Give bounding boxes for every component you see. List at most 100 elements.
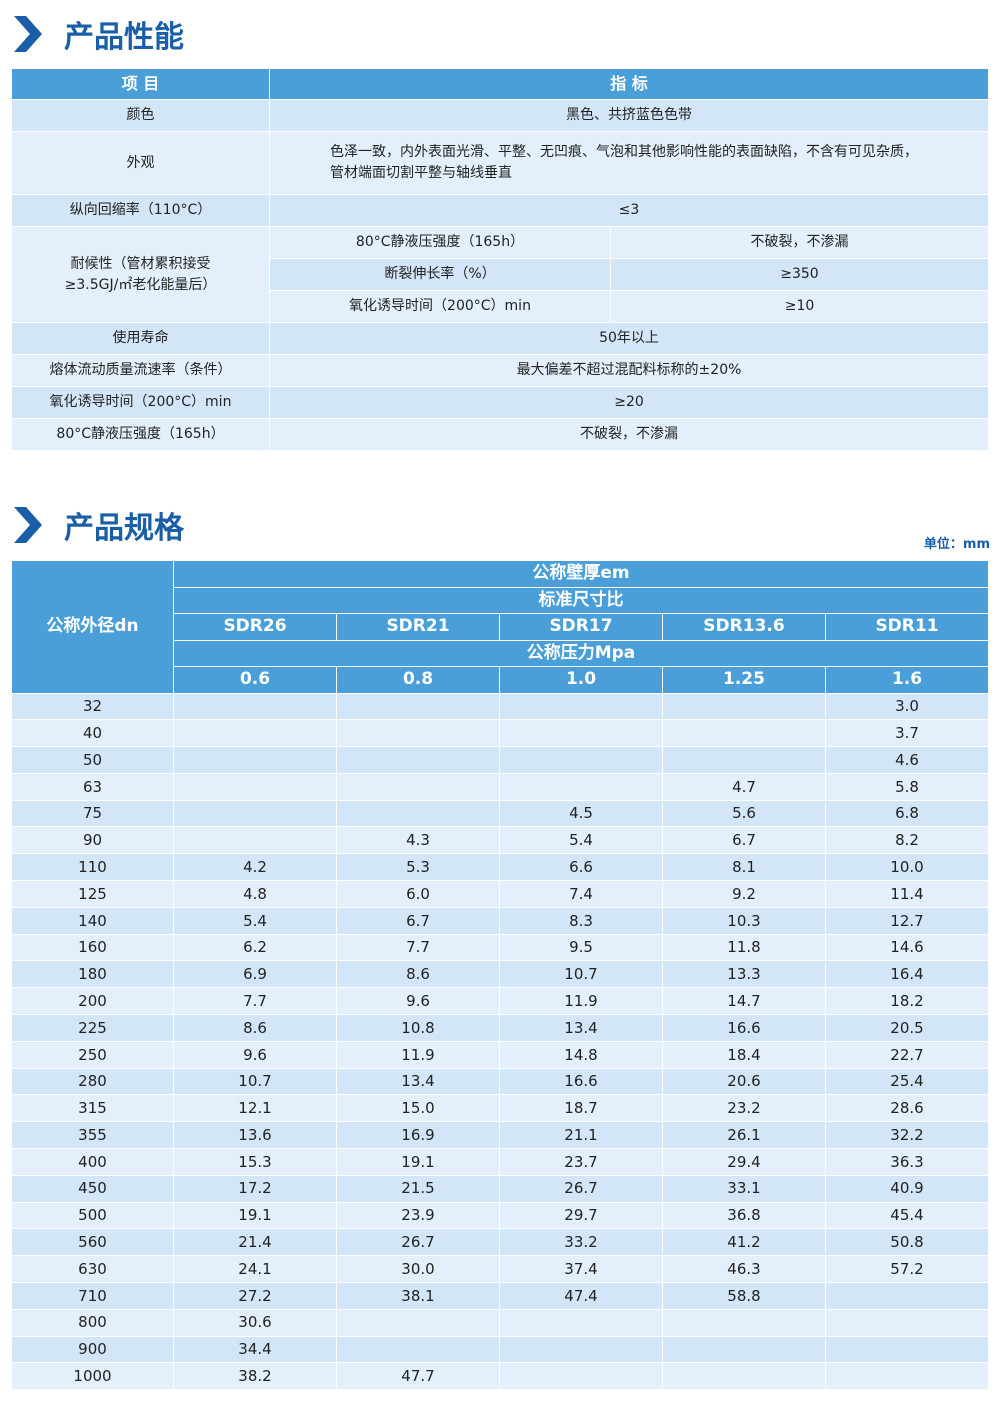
wall-cell [336,719,500,748]
table-row: 250 9.6 11.9 14.8 18.4 22.7 [11,1040,989,1069]
dn-cell: 630 [11,1255,174,1284]
wall-cell: 20.6 [662,1067,826,1096]
wall-cell: 10.0 [825,853,989,882]
wall-cell: 7.4 [499,880,663,908]
wall-cell [336,1335,500,1364]
value-cell: ≥10 [610,290,989,323]
sub-item-cell: 80°C静液压强度（165h） [269,226,611,259]
wall-cell: 5.6 [662,799,826,828]
wall-cell: 21.4 [173,1228,337,1257]
wall-cell: 24.1 [173,1255,337,1284]
wall-cell: 5.3 [336,853,500,882]
wall-cell: 21.1 [499,1121,663,1150]
table-row: 50 4.6 [11,746,989,774]
pressure-header-cell: 0.6 [173,666,337,694]
wall-cell: 20.5 [825,1014,989,1042]
sub-item-cell: 氧化诱导时间（200°C）min [269,290,611,323]
wall-cell: 13.6 [173,1121,337,1150]
dn-cell: 90 [11,826,174,855]
wall-cell: 13.3 [662,960,826,989]
dn-cell: 1000 [11,1362,174,1391]
wall-cell: 7.7 [336,933,500,962]
item-cell: 外观 [11,131,270,195]
wall-cell: 27.2 [173,1282,337,1310]
wall-cell: 33.2 [499,1228,663,1257]
wall-cell: 11.8 [662,933,826,962]
header-item: 项 目 [11,68,270,100]
table-row: 颜色 黑色、共挤蓝色色带 [11,99,989,132]
wall-cell: 33.1 [662,1174,826,1203]
pressure-header-cell: 0.8 [336,666,500,694]
wall-cell: 18.7 [499,1094,663,1123]
wall-cell: 9.6 [173,1040,337,1069]
table-row: 160 6.2 7.7 9.5 11.8 14.6 [11,933,989,962]
wall-cell: 6.6 [499,853,663,882]
header-value: 指 标 [269,68,989,100]
wall-cell: 34.4 [173,1335,337,1364]
table-row: 1000 38.2 47.7 [11,1362,989,1391]
dn-cell: 32 [11,692,174,721]
table-row: 500 19.1 23.9 29.7 36.8 45.4 [11,1201,989,1230]
wall-cell: 26.7 [499,1174,663,1203]
wall-cell [499,719,663,748]
wall-cell: 16.6 [499,1067,663,1096]
wall-cell: 10.7 [499,960,663,989]
dn-cell: 250 [11,1040,174,1069]
table-row: 110 4.2 5.3 6.6 8.1 10.0 [11,853,989,882]
wall-cell: 10.8 [336,1014,500,1042]
wall-cell: 8.1 [662,853,826,882]
table-row: 900 34.4 [11,1335,989,1364]
wall-cell: 3.7 [825,719,989,748]
wall-cell [173,692,337,721]
dn-cell: 63 [11,772,174,801]
wall-cell: 6.7 [336,906,500,935]
table-row: 400 15.3 19.1 23.7 29.4 36.3 [11,1148,989,1176]
wall-cell [499,1308,663,1337]
wall-cell: 38.2 [173,1362,337,1391]
wall-cell: 18.4 [662,1040,826,1069]
wall-cell: 15.3 [173,1148,337,1176]
value-cell: ≤3 [269,194,989,227]
wall-cell: 4.5 [499,799,663,828]
wall-cell: 22.7 [825,1040,989,1069]
wall-cell: 45.4 [825,1201,989,1230]
dn-cell: 710 [11,1282,174,1310]
wall-cell: 41.2 [662,1228,826,1257]
wall-cell: 30.0 [336,1255,500,1284]
item-cell: 耐候性（管材累积接受≥3.5GJ/㎡老化能量后） [11,226,270,323]
wall-cell: 13.4 [499,1014,663,1042]
wall-cell: 6.7 [662,826,826,855]
section-title-spec: 产品规格 [10,503,184,547]
value-cell: 黑色、共挤蓝色色带 [269,99,989,132]
table-row: 140 5.4 6.7 8.3 10.3 12.7 [11,906,989,935]
wall-cell: 32.2 [825,1121,989,1150]
value-cell: 不破裂，不渗漏 [269,418,989,451]
wall-cell: 5.8 [825,772,989,801]
dn-cell: 75 [11,799,174,828]
wall-cell: 5.4 [173,906,337,935]
wall-cell: 11.9 [499,987,663,1016]
table-row: 450 17.2 21.5 26.7 33.1 40.9 [11,1174,989,1203]
dn-cell: 900 [11,1335,174,1364]
wall-cell [336,772,500,801]
item-cell: 80°C静液压强度（165h） [11,418,270,451]
wall-cell [336,746,500,774]
wall-cell: 6.0 [336,880,500,908]
unit-label: 单位：mm [923,537,990,552]
chevron-right-icon [14,507,42,543]
wall-cell: 4.2 [173,853,337,882]
table-row: 氧化诱导时间（200°C）min ≥20 [11,386,989,419]
sdr-header: 标准尺寸比 [173,586,989,614]
dn-cell: 800 [11,1308,174,1337]
wall-cell [662,692,826,721]
pressure-header-cell: 1.6 [825,666,989,694]
wall-cell: 13.4 [336,1067,500,1096]
wall-cell: 5.4 [499,826,663,855]
wall-cell [336,692,500,721]
wall-cell: 23.2 [662,1094,826,1123]
table-row: 180 6.9 8.6 10.7 13.3 16.4 [11,960,989,989]
sdr-header-cell: SDR21 [336,613,500,641]
dn-cell: 160 [11,933,174,962]
dn-cell: 280 [11,1067,174,1096]
wall-cell: 18.2 [825,987,989,1016]
